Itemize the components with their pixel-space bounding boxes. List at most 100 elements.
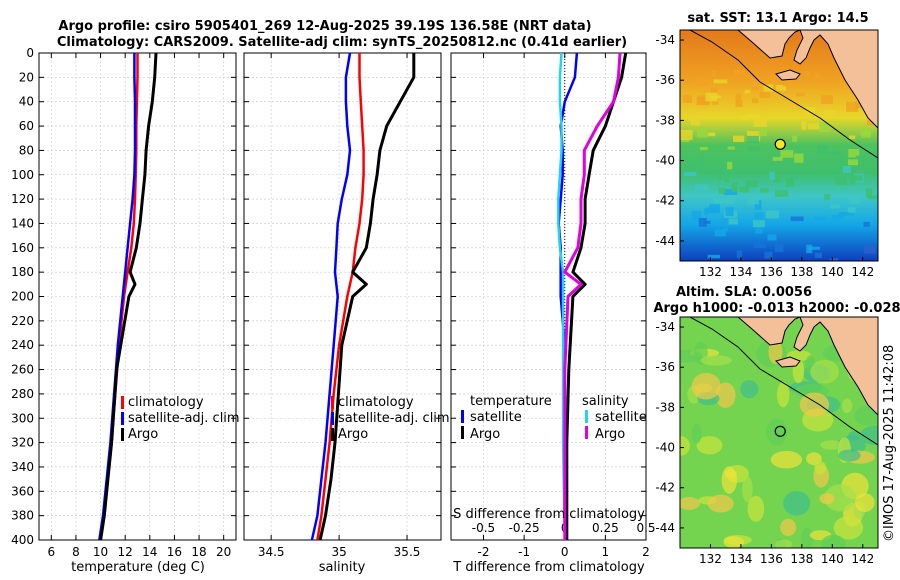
map-x-tick-label: 138: [790, 265, 813, 279]
x-tick-label: 34.5: [258, 545, 285, 559]
sst-cell: [700, 160, 705, 170]
sla-cell: [801, 527, 814, 548]
sst-cell: [707, 132, 716, 137]
land-mass: [737, 317, 878, 416]
sla-cell: [766, 418, 788, 446]
sst-cell: [848, 159, 858, 166]
sst-cell: [744, 89, 751, 94]
sst-cell: [747, 146, 761, 152]
sla-cell: [680, 497, 701, 510]
sst-cell: [790, 216, 804, 222]
sst-cell: [824, 194, 831, 201]
sst-cell: [834, 176, 847, 185]
sst-cell: [713, 198, 726, 204]
sst-cell: [854, 101, 864, 108]
map-x-tick-label: 132: [699, 552, 722, 566]
legend-label-temp-argo: Argo: [470, 427, 500, 442]
sla-cell: [859, 425, 878, 446]
sst-cell: [710, 95, 722, 99]
sst-cell: [723, 227, 729, 232]
sst-cell: [868, 195, 878, 200]
sst-cell: [791, 195, 797, 199]
sst-cell: [745, 180, 758, 188]
sst-cell: [808, 246, 821, 250]
sla-cell: [770, 451, 803, 469]
sla-cell: [821, 534, 846, 548]
sst-cell: [754, 212, 764, 219]
sla-cell: [833, 516, 864, 540]
map-y-tick-label: -44: [655, 521, 675, 535]
legend-swatch-satellite: [331, 412, 334, 425]
sst-cell: [682, 94, 692, 103]
legend-label-climatology: climatology: [338, 395, 414, 410]
legend-swatch-argo: [331, 428, 334, 441]
map-y-tick-label: -36: [655, 360, 675, 374]
sst-cell: [772, 157, 783, 161]
sst-cell: [707, 254, 720, 259]
sst-cell: [814, 72, 820, 78]
sla-cell: [819, 493, 835, 505]
sst-cell: [747, 113, 760, 118]
sla-cell: [838, 449, 861, 462]
sst-cell: [725, 207, 734, 217]
sst-cell: [817, 145, 829, 154]
sst-cell: [780, 150, 794, 158]
x2-tick-label: -0.25: [509, 521, 540, 535]
sst-map-axes: 132 134 136 138 140 142 -34 -36 -38 -40 -42 -44: [655, 33, 874, 279]
sst-cell: [751, 98, 759, 103]
sst-cell: [859, 222, 865, 227]
sst-cell: [710, 88, 718, 95]
figure-title-line1: Argo profile: csiro 5905401_269 12-Aug-2…: [58, 19, 591, 34]
legend-label-temp-satellite: satellite: [470, 410, 522, 425]
sst-cell: [849, 197, 861, 204]
sst-cell: [794, 153, 804, 163]
map-x-tick-label: 142: [851, 265, 874, 279]
imos-watermark: ©IMOS 17-Aug-2025 11:42:08: [882, 345, 897, 542]
difference-profile-panel: -2 -1 0 1 2-0.5 -0.25 0 0.25 0.5: [450, 52, 656, 559]
legend-label-climatology: climatology: [128, 395, 204, 410]
sst-cell: [711, 98, 719, 105]
sst-cell: [727, 161, 733, 170]
sst-cell: [774, 242, 784, 252]
sst-cell: [733, 135, 745, 142]
x-tick-label: 6: [47, 545, 55, 559]
sst-cell: [847, 207, 856, 214]
y-tick-label: 160: [11, 241, 34, 255]
sst-cell: [863, 221, 870, 227]
sst-cell: [699, 156, 705, 162]
sla-map-title: Altim. SLA: 0.0056: [676, 285, 812, 300]
sst-cell: [782, 80, 789, 87]
legend-label-sal-satellite: satellite: [595, 410, 647, 425]
sst-cell: [848, 135, 856, 139]
legend-swatch-temp-satellite: [461, 410, 464, 423]
sla-cell: [854, 406, 878, 426]
sst-cell: [738, 116, 749, 121]
sla-map-subtitle: Argo h1000: -0.013 h2000: -0.028: [653, 301, 900, 316]
y-tick-label: 400: [11, 533, 34, 547]
depth-contour: [689, 317, 878, 446]
sst-cell: [736, 250, 743, 259]
sla-cell: [696, 436, 723, 455]
series-climatology: [316, 53, 365, 541]
sst-cell: [681, 138, 690, 142]
sla-cell: [742, 476, 753, 503]
sst-cell: [773, 176, 780, 183]
sst-cell: [735, 99, 743, 108]
x-tick-label: 12: [118, 545, 133, 559]
sst-cell: [830, 204, 840, 209]
sst-cell: [819, 122, 830, 133]
argo-position-marker: [774, 138, 786, 150]
sst-cell: [718, 170, 723, 180]
y-tick-label: 80: [19, 143, 34, 157]
map-y-tick-label: -44: [655, 234, 675, 248]
sst-cell: [753, 117, 767, 127]
map-x-tick-label: 142: [851, 552, 874, 566]
sst-cell: [855, 155, 865, 160]
sst-cell: [752, 87, 759, 91]
sst-cell: [839, 155, 846, 161]
sst-cell: [699, 146, 708, 151]
sla-cell: [700, 355, 732, 366]
sst-cell: [697, 79, 708, 87]
legend-label-satellite: satellite-adj. clim: [338, 411, 450, 426]
